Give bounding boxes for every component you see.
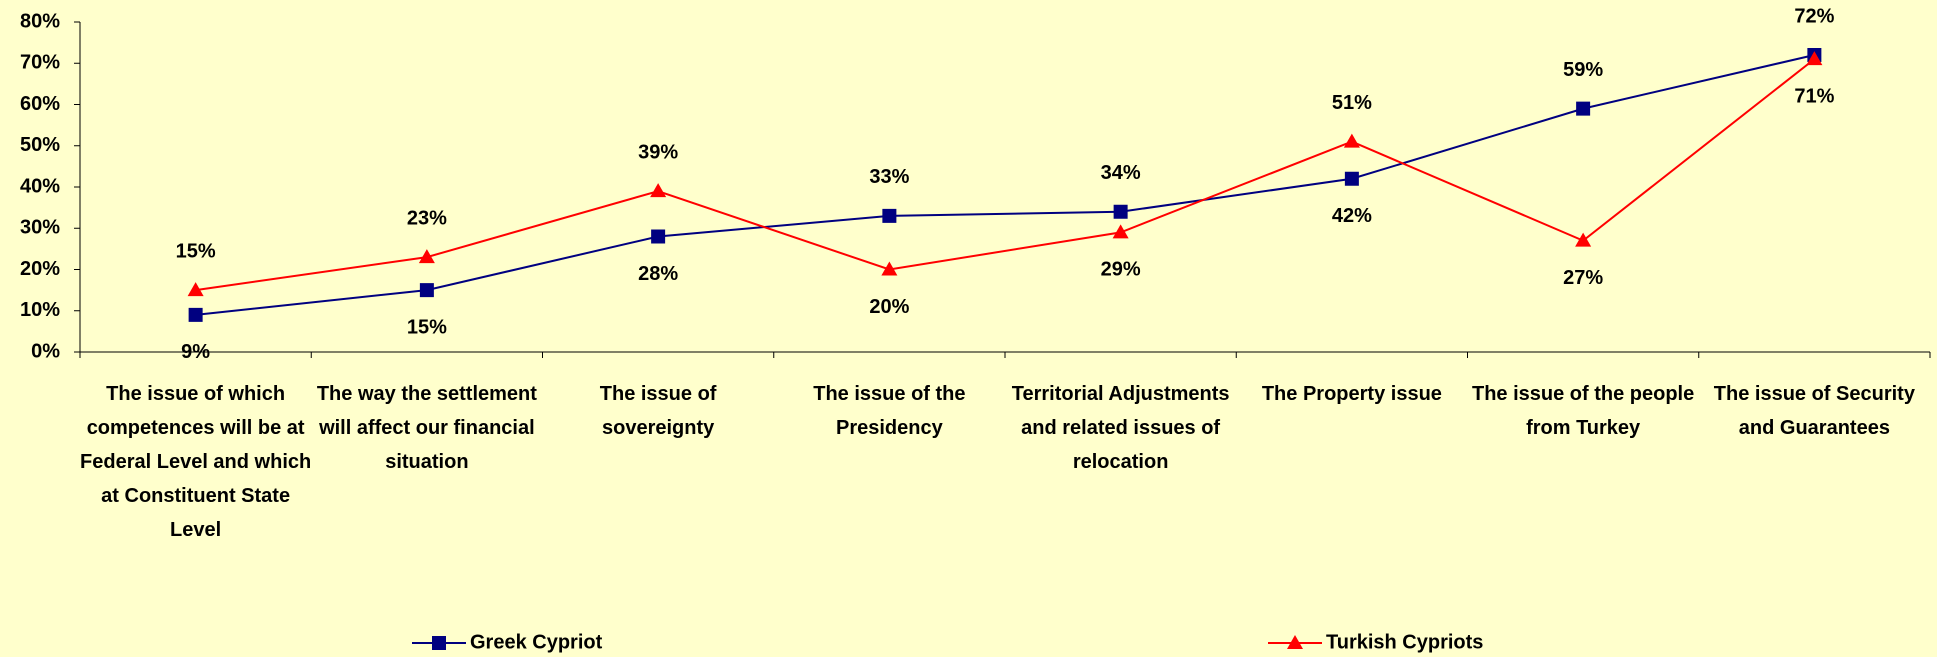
- data-label: 42%: [1332, 205, 1372, 227]
- y-tick-label: 60%: [20, 93, 60, 115]
- data-label: 72%: [1794, 5, 1834, 27]
- x-tick-label-box: Territorial Adjustments and related issu…: [1011, 383, 1230, 473]
- data-label: 28%: [638, 263, 678, 285]
- x-tick-label: The Property issue: [1261, 383, 1442, 405]
- data-label: 34%: [1101, 162, 1141, 184]
- x-tick-label-box: The issue of which competences will be a…: [80, 383, 312, 541]
- data-label: 15%: [407, 316, 447, 338]
- marker: [1575, 232, 1592, 247]
- x-tick-label: The way the settlement will affect our f…: [316, 383, 537, 473]
- marker: [651, 229, 666, 244]
- marker: [1112, 224, 1129, 239]
- marker: [1287, 635, 1303, 649]
- marker: [419, 283, 434, 298]
- marker: [187, 282, 204, 297]
- data-label: 9%: [181, 341, 210, 363]
- x-tick-label-box: The issue of the Presidency: [813, 383, 966, 439]
- x-tick-label-box: The issue of Security and Guarantees: [1713, 383, 1915, 439]
- data-label: 71%: [1794, 85, 1834, 107]
- x-tick-label: Territorial Adjustments and related issu…: [1011, 383, 1230, 473]
- y-tick-label: 0%: [31, 340, 60, 362]
- marker: [882, 208, 897, 223]
- y-tick-label: 10%: [20, 299, 60, 321]
- y-tick-label: 30%: [20, 217, 60, 239]
- marker: [1113, 204, 1128, 219]
- series-line: [195, 58, 1815, 292]
- data-label: 27%: [1563, 267, 1603, 289]
- data-label: 23%: [407, 207, 447, 229]
- marker: [1344, 171, 1359, 186]
- data-label: 29%: [1101, 259, 1141, 281]
- data-label: 39%: [638, 141, 678, 163]
- marker: [432, 636, 446, 650]
- data-label: 59%: [1563, 59, 1603, 81]
- marker: [881, 261, 898, 276]
- marker: [418, 249, 435, 264]
- legend-label: Turkish Cypriots: [1326, 631, 1483, 653]
- series-line: [195, 54, 1815, 316]
- data-label: 33%: [869, 166, 909, 188]
- marker: [188, 307, 203, 322]
- x-tick-label-box: The Property issue: [1261, 383, 1442, 405]
- x-tick-label-box: The way the settlement will affect our f…: [316, 383, 537, 473]
- data-label: 51%: [1332, 92, 1372, 114]
- data-label: 20%: [869, 296, 909, 318]
- marker: [1806, 51, 1823, 66]
- y-tick-label: 40%: [20, 175, 60, 197]
- data-label: 15%: [176, 240, 216, 262]
- y-tick-label: 50%: [20, 134, 60, 156]
- marker: [650, 183, 667, 198]
- marker: [1343, 133, 1360, 148]
- x-tick-label: The issue of the Presidency: [813, 383, 966, 439]
- x-tick-label-box: The issue of the people from Turkey: [1471, 383, 1695, 439]
- y-tick-label: 20%: [20, 258, 60, 280]
- y-tick-label: 80%: [20, 10, 60, 32]
- marker: [1576, 101, 1591, 116]
- y-tick-label: 70%: [20, 52, 60, 74]
- legend-label: Greek Cypriot: [470, 631, 603, 653]
- x-tick-label-box: The issue of sovereignty: [599, 383, 717, 439]
- x-tick-label: The issue of which competences will be a…: [80, 383, 312, 541]
- x-tick-label: The issue of Security and Guarantees: [1713, 383, 1915, 439]
- x-tick-label: The issue of the people from Turkey: [1471, 383, 1695, 439]
- x-tick-label: The issue of sovereignty: [599, 383, 717, 439]
